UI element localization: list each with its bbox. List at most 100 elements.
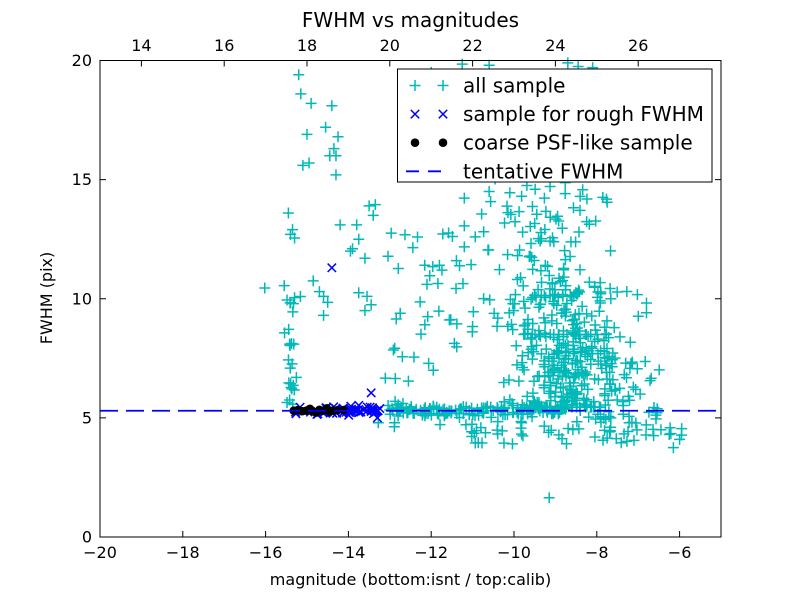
scatter-point [450,283,462,295]
scatter-point [436,264,448,276]
scatter-point [290,371,302,383]
scatter-point [287,379,299,391]
scatter-point [407,242,419,254]
scatter-point [607,374,619,386]
scatter-point [557,290,569,302]
scatter-point [307,275,319,287]
scatter-point [634,388,646,400]
scatter-point [599,399,611,411]
scatter-point [532,284,544,296]
scatter-point [527,387,539,399]
scatter-point [511,359,523,371]
scatter-point [600,413,612,425]
scatter-point [622,390,634,402]
scatter-point [399,229,411,241]
scatter-point [457,278,469,290]
x-top-tick-label: 14 [131,36,151,55]
scatter-point [536,276,548,288]
legend-marker-cross [410,109,420,119]
scatter-point [330,169,342,181]
scatter-point [568,313,580,325]
scatter-point [592,374,604,386]
scatter-point [382,250,394,262]
scatter-point [544,235,556,247]
scatter-point [484,294,496,306]
legend-entry-tentative-fwhm: tentative FWHM [406,159,623,183]
scatter-point [632,310,644,322]
scatter-point [560,306,572,318]
scatter-point [499,402,511,414]
scatter-point [566,358,578,370]
scatter-point [609,384,621,396]
scatter-point [508,305,520,317]
scatter-point [502,249,514,261]
scatter-point [594,277,606,289]
scatter-point [540,205,552,217]
legend-entry-coarse-psf-like-sample: coarse PSF-like sample [410,131,693,155]
scatter-point [539,317,551,329]
scatter-point [437,228,449,240]
scatter-point [320,121,332,133]
scatter-point [538,420,550,432]
scatter-point [592,286,604,298]
scatter-point [545,385,557,397]
scatter-point [514,244,526,256]
scatter-point [581,216,593,228]
scatter-point [506,438,518,450]
legend-entry-all-sample: all sample [409,74,565,98]
scatter-point [469,231,481,243]
scatter-point [353,287,365,299]
scatter-point [529,183,541,195]
scatter-point [287,224,299,236]
scatter-point [557,382,569,394]
scatter-point [353,404,364,415]
scatter-point [534,299,546,311]
scatter-point [560,350,572,362]
scatter-point [626,356,638,368]
legend-label: all sample [463,74,565,98]
scatter-point [421,278,433,290]
scatter-point [628,434,640,446]
scatter-point [631,363,643,375]
scatter-point [551,362,563,374]
scatter-point [513,206,525,218]
legend-marker-cross [438,109,448,119]
scatter-point [559,254,571,266]
scatter-point [663,429,675,441]
scatter-point [526,411,538,423]
scatter-point [560,438,572,450]
scatter-point [367,209,379,221]
scatter-point [604,425,616,437]
scatter-point [542,366,554,378]
scatter-point [515,272,527,284]
scatter-point [351,219,363,231]
scatter-point [527,291,539,303]
scatter-point [566,399,578,411]
scatter-point [505,209,517,221]
scatter-point [558,262,570,274]
scatter-point [599,424,611,436]
scatter-point [405,402,417,414]
scatter-point [437,404,449,416]
scatter-point [544,328,556,340]
scatter-point [556,307,568,319]
x-top-tick-label: 16 [214,36,234,55]
scatter-point [600,328,612,340]
scatter-point [510,340,522,352]
axis-ticks-layer: −20 −18 −16 −14 −12 −10 −8 −6 14 16 18 20 22 24 26 0 5 10… [72,36,721,562]
scatter-point [599,351,611,363]
scatter-point [498,377,510,389]
scatter-point [529,217,541,229]
scatter-point [589,319,601,331]
x-bottom-tick-label: −12 [414,543,448,562]
scatter-point [465,259,477,271]
scatter-point [596,362,608,374]
scatter-point [512,250,524,262]
scatter-point [546,277,558,289]
scatter-point [425,409,437,421]
scatter-point [389,395,401,407]
scatter-point [567,202,579,214]
scatter-point [448,337,460,349]
scatter-point [433,259,445,271]
scatter-point [585,401,597,413]
